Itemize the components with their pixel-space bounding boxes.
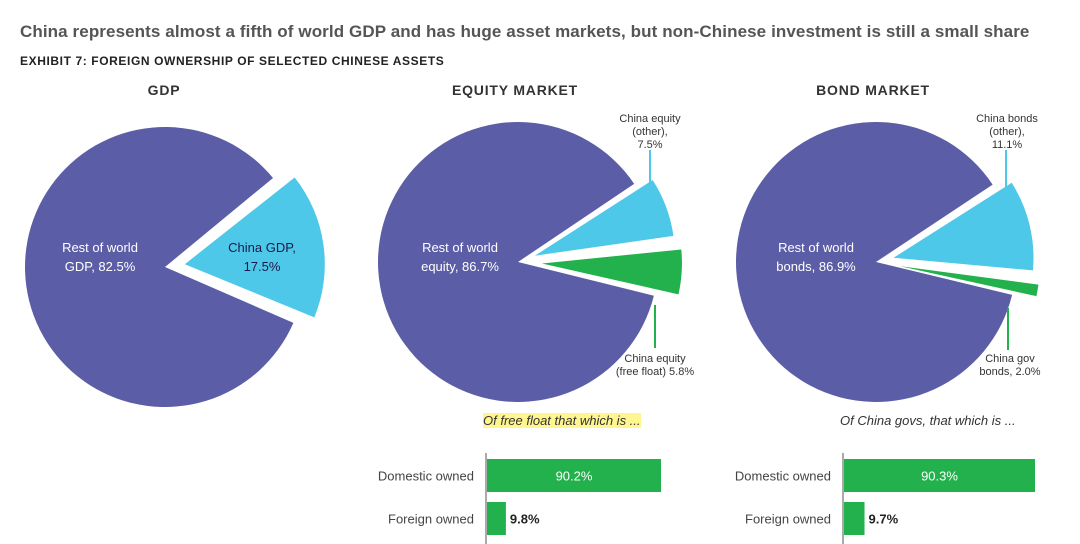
pie-2-slice-2 — [899, 266, 1039, 297]
bond-bar-title: Of China govs, that which is ... — [840, 413, 1016, 428]
bar-0-value-label-0: 90.2% — [556, 469, 593, 484]
bar-0-category-1: Foreign owned — [388, 512, 474, 527]
bar-1-category-1: Foreign owned — [745, 512, 831, 527]
pie-1-slice-1 — [534, 179, 674, 256]
equity-chart-title: EQUITY MARKET — [451, 82, 579, 98]
gdp-chart-title: GDP — [147, 82, 181, 98]
bar-1-foreign — [844, 502, 865, 535]
pie-1-slice-2 — [541, 249, 682, 295]
bond-gov-label: China gov bonds, 2.0% — [979, 353, 1040, 378]
equity-bar-title: Of free float that which is ... — [483, 413, 641, 428]
bar-1-category-0: Domestic owned — [735, 469, 831, 484]
bond-rest-label: Rest of world bonds, 86.9% — [776, 240, 856, 274]
bar-1-value-label-0: 90.3% — [921, 469, 958, 484]
bar-0-foreign — [487, 502, 506, 535]
bar-1-value-label-1: 9.7% — [869, 512, 899, 527]
pie-2-slice-rest — [735, 121, 1013, 403]
gdp-rest-label: Rest of world GDP, 82.5% — [62, 240, 138, 274]
equity-other-label: China equity (other), 7.5% — [619, 113, 681, 151]
gdp-china-label: China GDP, 17.5% — [228, 240, 296, 274]
pie-1-slice-rest — [377, 122, 654, 402]
equity-rest-label: Rest of world equity, 86.7% — [421, 240, 499, 274]
pie-0-slice-rest — [24, 126, 294, 407]
pie-2-slice-1 — [893, 182, 1034, 271]
bar-0-domestic — [487, 459, 661, 492]
bar-1-domestic — [844, 459, 1035, 492]
bond-chart-title: BOND MARKET — [816, 82, 930, 98]
bar-0-category-0: Domestic owned — [378, 469, 474, 484]
bond-other-label: China bonds (other), 11.1% — [976, 113, 1038, 151]
pie-0-slice-1 — [184, 177, 325, 318]
equity-freefloat-label: China equity (free float) 5.8% — [616, 353, 694, 378]
page-title: China represents almost a fifth of world… — [20, 22, 1030, 41]
exhibit-subtitle: EXHIBIT 7: FOREIGN OWNERSHIP OF SELECTED… — [20, 54, 445, 68]
bar-0-value-label-1: 9.8% — [510, 512, 540, 527]
